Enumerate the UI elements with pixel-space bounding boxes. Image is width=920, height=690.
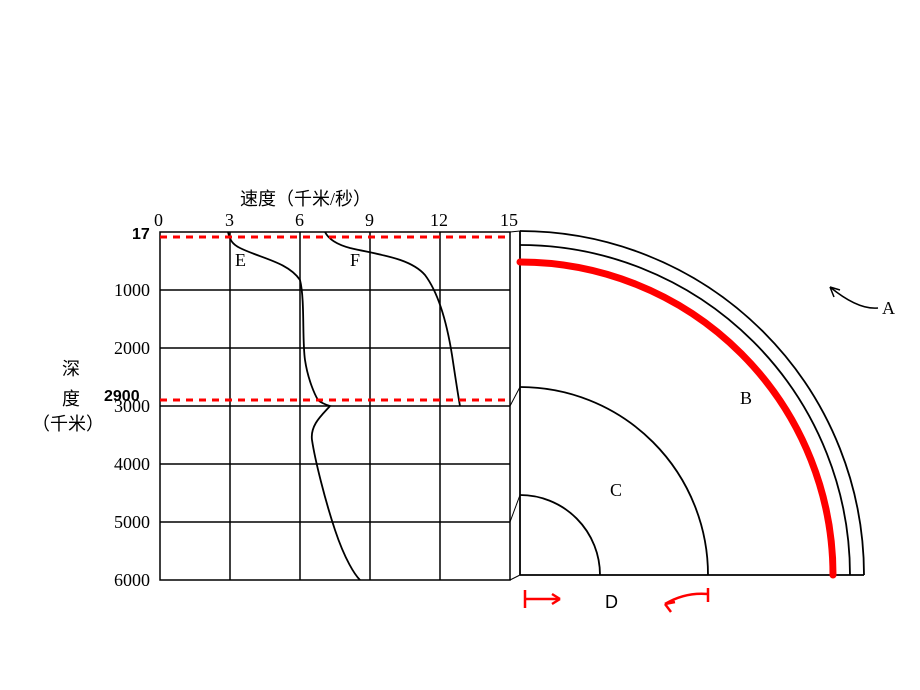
x-axis-title: 速度（千米/秒）	[240, 185, 371, 211]
red-thick-arc	[520, 262, 833, 575]
arrow-A	[830, 287, 878, 308]
label-B: B	[740, 388, 752, 409]
y-tick-1000: 1000	[114, 280, 150, 301]
label-A: A	[882, 298, 895, 319]
y-tick-2000: 2000	[114, 338, 150, 359]
diagram-container: 速度（千米/秒） 0 3 6 9 12 15 深 度 （千米） 1000 200…	[0, 0, 920, 690]
red-label-2900: 2900	[104, 388, 140, 406]
x-tick-0: 0	[154, 210, 163, 231]
label-F: F	[350, 250, 360, 271]
x-tick-1: 3	[225, 210, 234, 231]
x-tick-4: 12	[430, 210, 448, 231]
earth-section	[510, 231, 864, 580]
x-tick-2: 6	[295, 210, 304, 231]
y-tick-6000: 6000	[114, 570, 150, 591]
x-tick-5: 15	[500, 210, 518, 231]
label-E: E	[235, 250, 246, 271]
x-tick-3: 9	[365, 210, 374, 231]
y-axis-title-2: 度	[62, 385, 80, 411]
y-axis-title-1: 深	[62, 355, 80, 381]
y-axis-unit: （千米）	[32, 410, 104, 436]
y-tick-5000: 5000	[114, 512, 150, 533]
label-C: C	[610, 480, 622, 501]
label-D: D	[605, 592, 618, 613]
y-tick-4000: 4000	[114, 454, 150, 475]
red-label-17: 17	[132, 226, 150, 244]
